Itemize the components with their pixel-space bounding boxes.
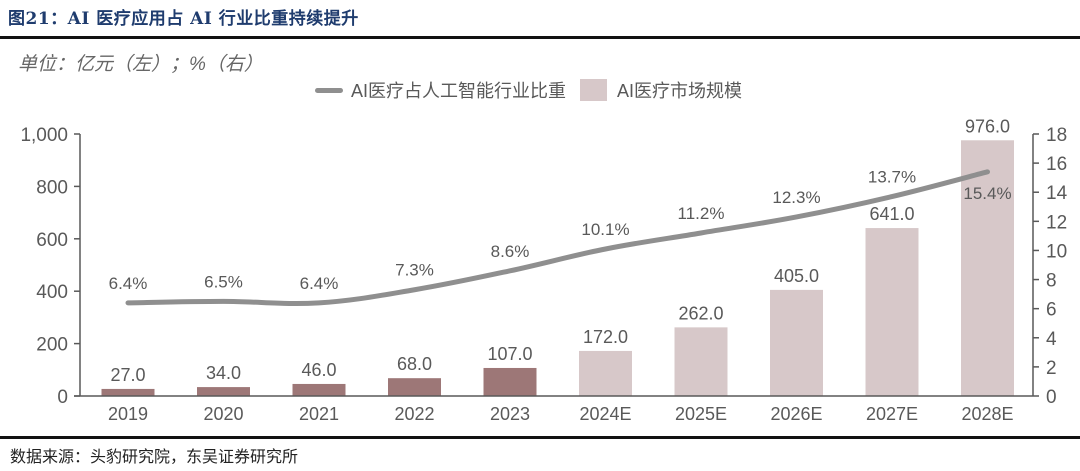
bar-label-2026E: 405.0 [774,266,819,286]
legend-item-bar: AI医疗市场规模 [580,77,742,103]
right-tick-label-16: 16 [1046,154,1067,175]
legend-line-label: AI医疗占人工智能行业比重 [351,81,567,101]
right-tick-label-18: 18 [1046,125,1067,146]
line-label-2019: 6.4% [109,274,148,293]
x-tick-label-2020: 2020 [203,404,243,424]
right-tick-label-12: 12 [1046,212,1067,233]
x-tick-label-2022: 2022 [394,404,434,424]
left-tick-label-1000: 1,000 [20,125,68,146]
line-label-2021: 6.4% [300,274,339,293]
line-label-2022: 7.3% [395,261,434,280]
top-rule [0,36,1080,39]
left-tick-label-800: 800 [36,177,68,198]
line-label-2025E: 11.2% [678,204,725,223]
x-tick-label-2019: 2019 [108,404,148,424]
bar-2021 [292,383,346,396]
bar-2020 [197,387,250,396]
legend-line-swatch [315,87,343,93]
left-tick-label-400: 400 [36,282,68,303]
axes-group: 0 200 400 600 800 1,000 0 2 4 6 8 10 12 14 16 18 2019 202… [20,125,1067,424]
line-label-2026E: 12.3% [772,188,820,207]
bar-label-2027E: 641.0 [869,204,914,224]
right-tick-label-0: 0 [1046,387,1057,408]
figure-title: 图21：AI 医疗应用占 AI 行业比重持续提升 [8,9,359,29]
line-label-2024E: 10.1% [581,220,629,239]
bar-label-2021: 46.0 [301,360,336,380]
bar-2027E [865,228,919,396]
bar-label-2019: 27.0 [110,365,145,385]
bottom-rule [0,436,1080,439]
x-tick-label-2024E: 2024E [579,404,631,424]
left-tick-label-600: 600 [36,230,68,251]
line-label-2023: 8.6% [491,242,530,261]
legend: AI医疗占人工智能行业比重 AI医疗市场规模 [315,77,756,103]
bar-label-2028E: 976.0 [965,116,1010,136]
x-tick-label-2026E: 2026E [770,404,822,424]
unit-note: 单位：亿元（左）；%（右） [18,54,263,75]
left-tick-label-200: 200 [36,335,68,356]
x-tick-label-2028E: 2028E [961,404,1013,424]
right-tick-label-2: 2 [1046,358,1057,379]
right-tick-label-10: 10 [1046,241,1067,262]
bar-2019 [101,388,155,396]
bar-labels-group: 27.0 34.0 46.0 68.0 107.0 172.0 262.0 405.0 641.… [110,116,1010,385]
x-tick-label-2021: 2021 [299,404,339,424]
line-label-2020: 6.5% [204,272,243,291]
right-tick-label-8: 8 [1046,271,1057,292]
right-tick-label-14: 14 [1046,183,1068,204]
bar-2028E [961,140,1014,396]
bar-label-2025E: 262.0 [678,303,723,323]
bar-label-2022: 68.0 [397,354,432,374]
line-label-2028E: 15.4% [963,184,1011,203]
line-labels-group: 6.4% 6.5% 6.4% 7.3% 8.6% 10.1% 11.2% 12.3% 13.7%… [109,168,1012,293]
left-tick-label-0: 0 [57,387,68,408]
x-tick-label-2023: 2023 [490,404,530,424]
bar-2025E [674,327,728,396]
x-tick-label-2025E: 2025E [675,404,727,424]
bar-2022 [388,378,441,396]
bar-2026E [770,289,823,396]
bar-label-2023: 107.0 [487,344,532,364]
bar-2024E [579,350,632,396]
line-group [125,169,990,306]
legend-item-line: AI医疗占人工智能行业比重 [315,77,566,103]
legend-bar-swatch [580,79,608,101]
bar-label-2020: 34.0 [206,363,241,383]
x-tick-label-2027E: 2027E [866,404,918,424]
right-tick-label-4: 4 [1046,329,1057,350]
bar-label-2024E: 172.0 [583,327,628,347]
line-label-2027E: 13.7% [868,168,916,187]
share-line [125,169,990,306]
bars-group [101,140,1014,396]
source-note: 数据来源：头豹研究院，东吴证券研究所 [10,447,299,466]
bar-2023 [483,367,537,396]
legend-bar-label: AI医疗市场规模 [617,81,743,101]
right-tick-label-6: 6 [1046,300,1057,321]
